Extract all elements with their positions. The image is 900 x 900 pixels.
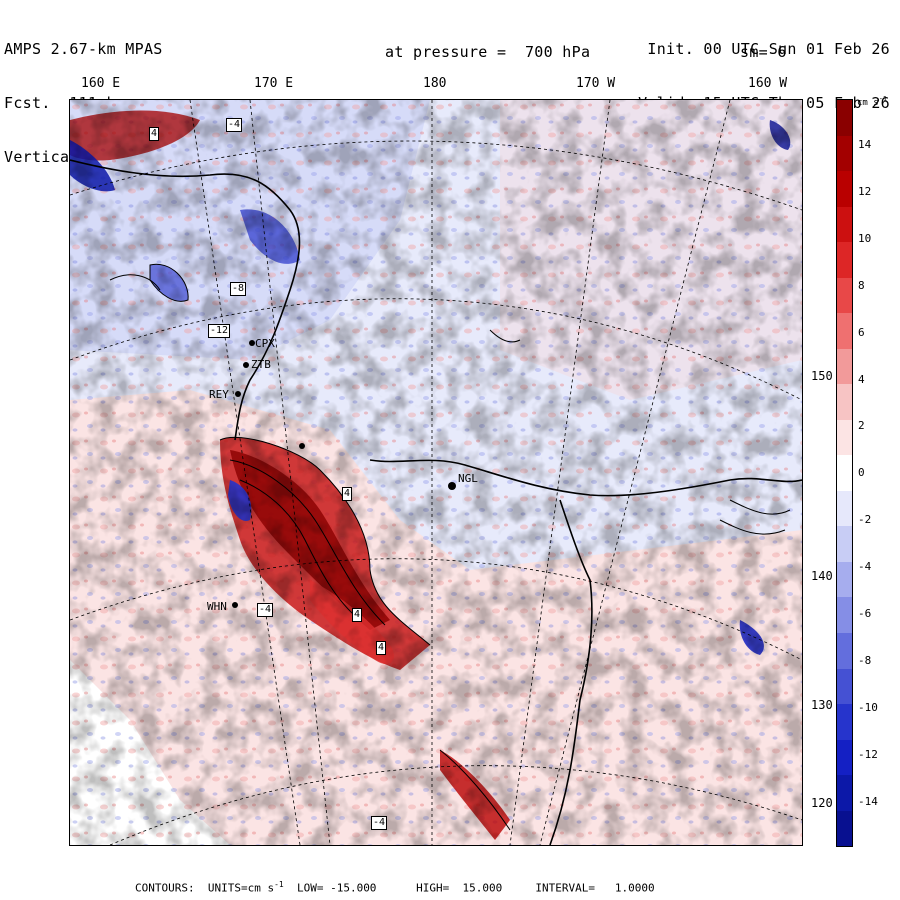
contour-label: -4 (257, 603, 274, 617)
lon-label-180: 180 (423, 76, 447, 91)
contour-label: 4 (149, 127, 160, 141)
contour-label: 4 (342, 487, 353, 501)
station-label-ztb: ZTB (251, 358, 271, 371)
lon-label-170e: 170 E (254, 76, 294, 91)
colorbar-tick-label: -6 (858, 607, 872, 620)
lon-label-170w: 170 W (576, 76, 616, 91)
colorbar-tick-label: 14 (858, 138, 872, 151)
pressure-level: at pressure = 700 hPa (385, 43, 591, 61)
station-label-whn: WHN (207, 600, 227, 613)
colorbar-tick-label: 10 (858, 231, 872, 245)
colorbar-segment (837, 384, 852, 420)
footer-units: CONTOURS: UNITS=cm s (135, 881, 275, 895)
smoothing-label: sm= 6 (740, 43, 787, 61)
footer-range: LOW= -15.000 HIGH= 15.000 INTERVAL= 1.00… (283, 881, 655, 895)
colorbar-segment (837, 490, 852, 527)
contour-label: -12 (208, 324, 231, 338)
model-title: AMPS 2.67-km MPAS (4, 40, 163, 58)
coastline (70, 159, 802, 845)
station-markers (232, 340, 456, 608)
colorbar-tick-label: 4 (858, 372, 865, 386)
colorbar-tick-label: -14 (858, 794, 878, 808)
contour-footer: CONTOURS: UNITS=cm s-1 LOW= -15.000 HIGH… (135, 880, 655, 895)
station-label-ngl: NGL (458, 472, 478, 485)
colorbar-segment (837, 668, 852, 705)
station-label-cpx: CPX (255, 337, 275, 350)
colorbar-segment (837, 242, 852, 278)
lon-label-160e: 160 E (81, 76, 121, 91)
station-label-rey: REY (209, 388, 229, 401)
colorbar-segment (837, 810, 852, 847)
colorbar-segment (837, 739, 852, 776)
colorbar-tick-label: 2 (858, 419, 865, 433)
colorbar-segment (837, 348, 852, 385)
contour-label: -8 (230, 282, 247, 296)
colorbar-segment (837, 597, 852, 633)
colorbar-units: cm s-1 (857, 95, 888, 108)
colorbar-segment (837, 775, 852, 811)
vertical-velocity-map (70, 100, 802, 845)
footer-units-exp: -1 (274, 880, 284, 889)
colorbar-segment (837, 135, 852, 172)
colorbar-segment (837, 632, 852, 669)
contour-label: 4 (376, 641, 387, 655)
colorbar-tick-label: -4 (858, 560, 872, 574)
colorbar-segment (837, 206, 852, 243)
colorbar-segment (837, 171, 852, 207)
map-panel: CPX ZTB REY NGL WHN 4 -4 -8 -12 4 4 4 -4… (69, 99, 803, 846)
colorbar-segment (837, 419, 852, 456)
colorbar-segment (837, 277, 852, 314)
contour-label: -4 (371, 816, 388, 830)
colorbar-segment (837, 455, 852, 491)
colorbar-tick-label: 6 (858, 325, 865, 339)
init-time: Init. 00 UTC Sun 01 Feb 26 (647, 40, 890, 58)
contour-label: -4 (226, 118, 243, 132)
colorbar (836, 99, 853, 847)
colorbar-segment (837, 526, 852, 562)
colorbar-tick-label: 12 (858, 184, 872, 198)
colorbar-tick-label: -10 (858, 700, 878, 714)
colorbar-tick-label: 8 (858, 278, 865, 292)
contour-lines (109, 263, 791, 831)
colorbar-tick-label: -12 (858, 747, 878, 761)
colorbar-segment (837, 313, 852, 349)
colorbar-tick-label: -2 (858, 513, 872, 527)
colorbar-segment (837, 704, 852, 740)
colorbar-tick-label: -8 (858, 653, 872, 667)
contour-label: 4 (352, 608, 363, 622)
lon-label-160w: 160 W (748, 76, 788, 91)
colorbar-tick-label: 0 (858, 466, 865, 480)
colorbar-segment (837, 561, 852, 598)
graticule (70, 100, 802, 845)
colorbar-segment (837, 100, 852, 136)
